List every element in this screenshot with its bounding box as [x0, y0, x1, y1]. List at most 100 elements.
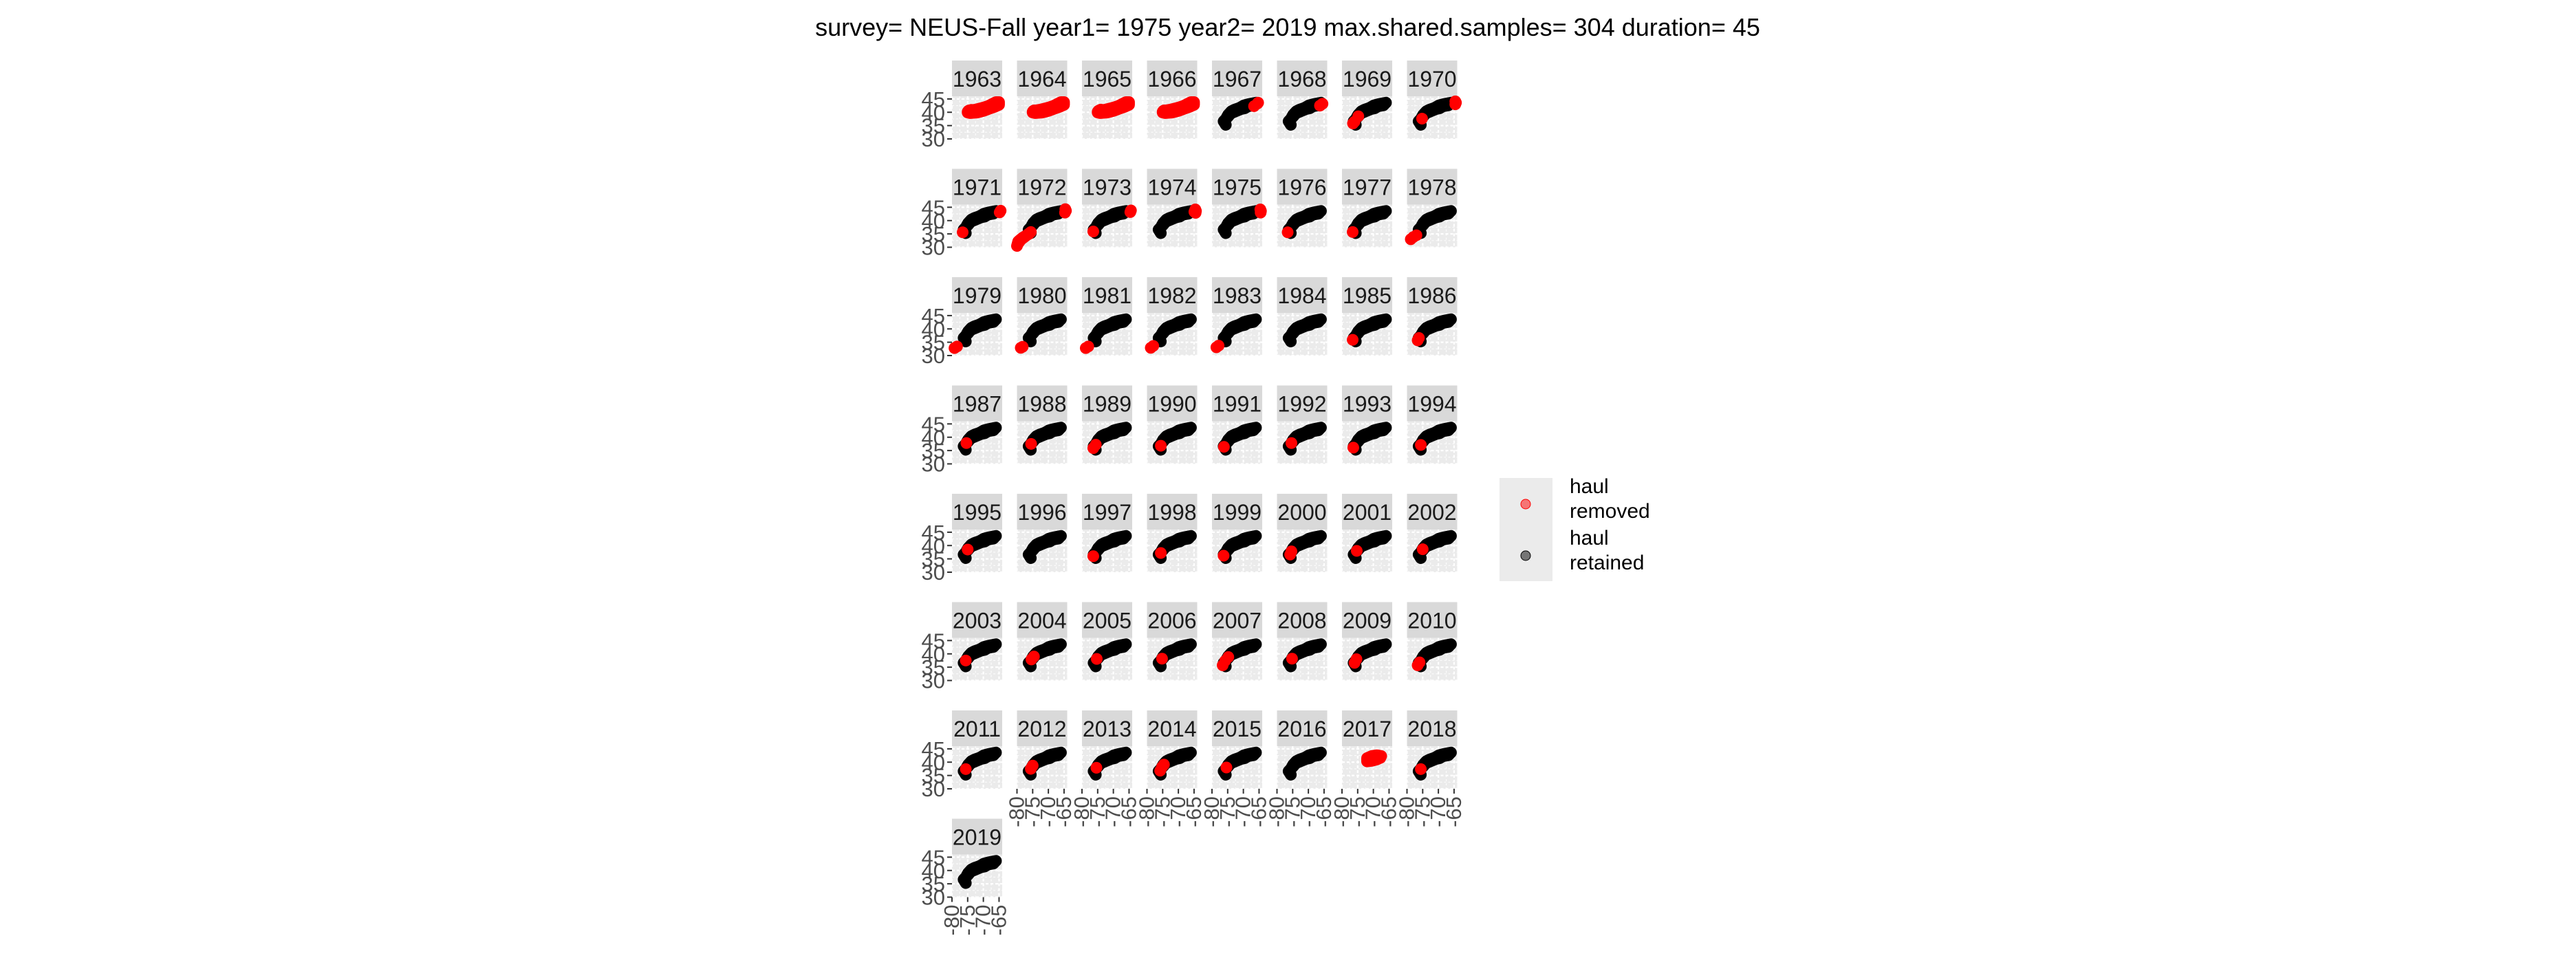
- facet-strip-label: 2015: [1213, 717, 1262, 741]
- facet-panel: 1997: [1081, 494, 1132, 574]
- facet-strip: [1277, 277, 1328, 313]
- facet-strip: [1277, 385, 1328, 422]
- facet-strip-label: 2017: [1343, 717, 1392, 741]
- facet-strip-label: 2019: [953, 825, 1002, 850]
- x-tick-label: -70: [1101, 796, 1125, 827]
- x-tick-label: -75: [1215, 796, 1240, 827]
- facet-panel: 1981: [1079, 277, 1132, 357]
- facet-strip-label: 1974: [1147, 175, 1196, 200]
- x-tick-label: -65: [1052, 796, 1076, 827]
- facet-panel: 1967: [1211, 61, 1264, 140]
- facet-panel: 1994: [1406, 385, 1458, 465]
- facet-strip-label: 2007: [1213, 609, 1262, 633]
- facet-strip: [1017, 277, 1068, 313]
- removed-haul-point: [1028, 651, 1040, 663]
- facet-strip: [952, 494, 1002, 530]
- y-tick-label: 35: [922, 331, 945, 355]
- facet-strip: [1407, 277, 1458, 313]
- y-tick-label: 30: [922, 127, 945, 151]
- facet-strip: [1082, 277, 1132, 313]
- facet-strip: [1082, 710, 1132, 746]
- x-tick-label: -80: [940, 905, 964, 936]
- retained-haul-points: [1152, 422, 1197, 456]
- facet-strip-label: 1984: [1277, 283, 1326, 308]
- facet-strip: [1082, 61, 1132, 96]
- y-tick-label: 35: [922, 764, 945, 788]
- removed-haul-point: [1188, 206, 1200, 218]
- removed-haul-point: [960, 654, 972, 666]
- removed-haul-point: [951, 340, 963, 353]
- retained-haul-points: [1217, 205, 1262, 239]
- facet-strip: [1212, 494, 1262, 530]
- removed-haul-point: [957, 226, 969, 239]
- y-tick-label: 45: [922, 737, 945, 761]
- facet-strip: [1017, 61, 1068, 96]
- x-tick-label: -75: [1085, 796, 1110, 827]
- facet-panel: 1983: [1210, 277, 1262, 357]
- facet-strip-label: 1995: [953, 500, 1002, 525]
- y-tick-label: 35: [922, 655, 945, 679]
- y-tick-label: 40: [922, 534, 945, 558]
- x-tick-label: -75: [1150, 796, 1174, 827]
- facet-strip: [1147, 168, 1198, 205]
- facet-strip: [1017, 385, 1068, 422]
- retained-haul-points: [957, 855, 1002, 889]
- y-tick-label: 40: [922, 750, 945, 774]
- retained-haul-points: [1412, 638, 1457, 673]
- facet-panel: 2010: [1406, 602, 1458, 682]
- removed-haul-point: [1415, 439, 1427, 451]
- facet-panel: 1996: [1016, 494, 1068, 574]
- legend-label-removed: removed: [1570, 500, 1650, 523]
- facet-strip: [1277, 710, 1328, 746]
- x-tick-label: -80: [1330, 796, 1354, 827]
- removed-haul-point: [1410, 229, 1422, 241]
- retained-haul-points: [1282, 205, 1327, 239]
- y-tick-label: 45: [922, 521, 945, 545]
- facet-panel: 1999: [1211, 494, 1262, 574]
- removed-haul-point: [1449, 95, 1462, 107]
- removed-haul-point: [1281, 226, 1294, 239]
- facet-strip: [952, 602, 1002, 638]
- facet-panel: 1969: [1341, 61, 1392, 140]
- retained-haul-points: [1282, 746, 1327, 781]
- facet-strip-label: 1989: [1083, 392, 1132, 417]
- facet-panel: 1975: [1211, 168, 1267, 248]
- removed-haul-point: [1028, 105, 1041, 117]
- facet-panel: 2009: [1341, 602, 1392, 682]
- x-tick-label: -80: [1070, 796, 1094, 827]
- retained-haul-points: [1412, 746, 1457, 781]
- facet-strip: [1342, 385, 1392, 422]
- facet-strip: [952, 168, 1002, 205]
- facet-strip: [1342, 168, 1392, 205]
- facet-strip: [1342, 602, 1392, 638]
- removed-haul-point: [1217, 549, 1230, 562]
- x-tick-label: -80: [1200, 796, 1224, 827]
- facet-strip-label: 2006: [1147, 609, 1196, 633]
- y-tick-label: 40: [922, 209, 945, 233]
- facet-strip-label: 1964: [1017, 67, 1066, 91]
- facet-strip-label: 1980: [1017, 283, 1066, 308]
- removed-haul-point: [995, 204, 1007, 217]
- x-tick-label: -70: [971, 905, 995, 936]
- legend-swatch-retained: [1520, 550, 1531, 561]
- facet-strip: [1212, 385, 1262, 422]
- facet-strip-label: 2013: [1083, 717, 1132, 741]
- facet-panel: 2000: [1276, 494, 1328, 574]
- facet-strip-label: 1991: [1213, 392, 1262, 417]
- facet-panel: 2002: [1406, 494, 1458, 574]
- removed-haul-point: [1413, 331, 1425, 344]
- facet-panel: 2007: [1211, 602, 1262, 682]
- facet-strip-label: 2018: [1407, 717, 1456, 741]
- facet-strip-label: 2005: [1083, 609, 1132, 633]
- facet-strip-label: 1981: [1083, 283, 1132, 308]
- facet-strip: [1082, 385, 1132, 422]
- facet-strip-label: 1994: [1407, 392, 1456, 417]
- facet-strip: [1407, 602, 1458, 638]
- legend-label-retained: retained: [1570, 552, 1644, 574]
- facet-panel: 1972: [1011, 168, 1072, 252]
- facet-panel: 2012 -80-75-70-65: [1005, 710, 1076, 827]
